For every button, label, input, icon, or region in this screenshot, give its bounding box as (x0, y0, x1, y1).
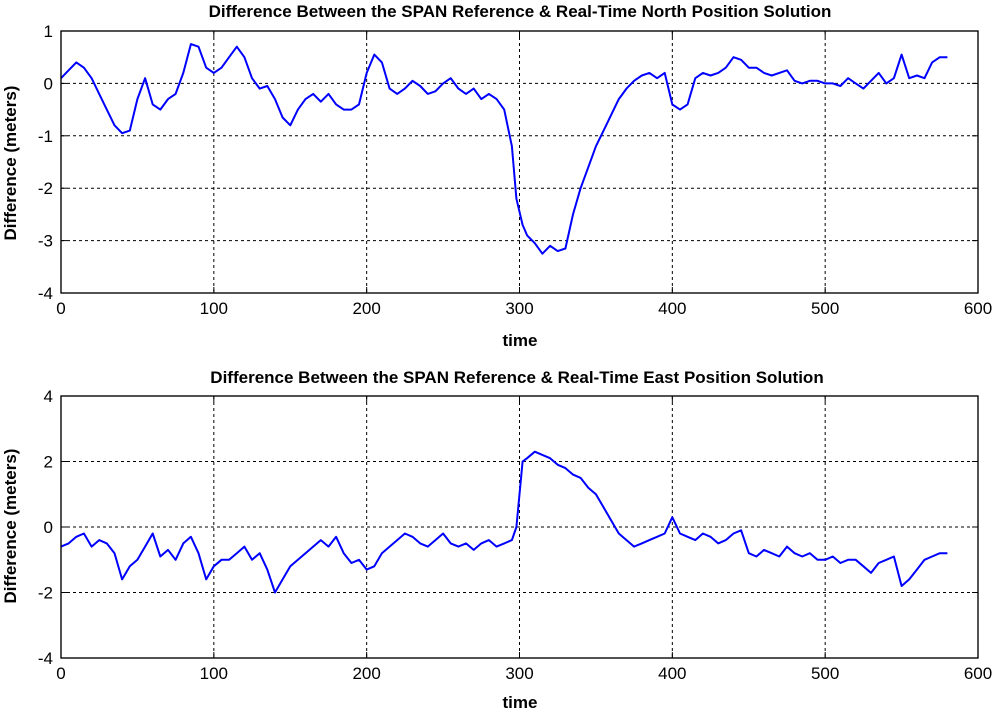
y-tick-label: 2 (44, 453, 53, 472)
chart-title: Difference Between the SPAN Reference & … (210, 368, 823, 387)
x-tick-label: 500 (811, 664, 839, 683)
north-position-chart: 0 100 200 300 400 500 600 1 0 -1 -2 -3 -4 Difference… (1, 2, 992, 350)
x-tick-label: 300 (505, 664, 533, 683)
y-tick-label: 4 (44, 387, 53, 406)
x-tick-label: 400 (658, 664, 686, 683)
y-tick-label: -2 (38, 584, 53, 603)
y-tick-label: -2 (38, 179, 53, 198)
x-tick-label: 300 (505, 299, 533, 318)
x-tick-label: 600 (964, 299, 992, 318)
east-position-chart: 0 100 200 300 400 500 600 4 2 0 -2 -4 Difference Be… (1, 368, 992, 711)
y-tick-label: 0 (44, 518, 53, 537)
x-axis-label: time (503, 693, 538, 711)
plot-area: 0 100 200 300 400 500 600 4 2 0 -2 -4 (38, 387, 992, 683)
x-tick-label: 500 (811, 299, 839, 318)
series-line (60, 43, 948, 255)
y-tick-label: -4 (38, 649, 53, 668)
x-tick-label: 0 (56, 299, 65, 318)
series-line (60, 450, 948, 594)
plot-area: 0 100 200 300 400 500 600 1 0 -1 -2 -3 -4 (38, 22, 992, 318)
x-tick-label: 0 (56, 664, 65, 683)
y-tick-label: 0 (44, 74, 53, 93)
y-tick-label: -4 (38, 284, 53, 303)
x-tick-label: 100 (200, 664, 228, 683)
x-axis-label: time (503, 331, 538, 350)
chart-title: Difference Between the SPAN Reference & … (209, 2, 832, 21)
y-tick-label: -1 (38, 127, 53, 146)
x-tick-label: 600 (964, 664, 992, 683)
x-tick-label: 200 (352, 299, 380, 318)
x-tick-label: 200 (352, 664, 380, 683)
y-axis-label: Difference (meters) (1, 86, 20, 241)
x-tick-label: 400 (658, 299, 686, 318)
y-tick-label: 1 (44, 22, 53, 41)
y-tick-label: -3 (38, 232, 53, 251)
x-tick-label: 100 (200, 299, 228, 318)
y-axis-label: Difference (meters) (1, 449, 20, 604)
